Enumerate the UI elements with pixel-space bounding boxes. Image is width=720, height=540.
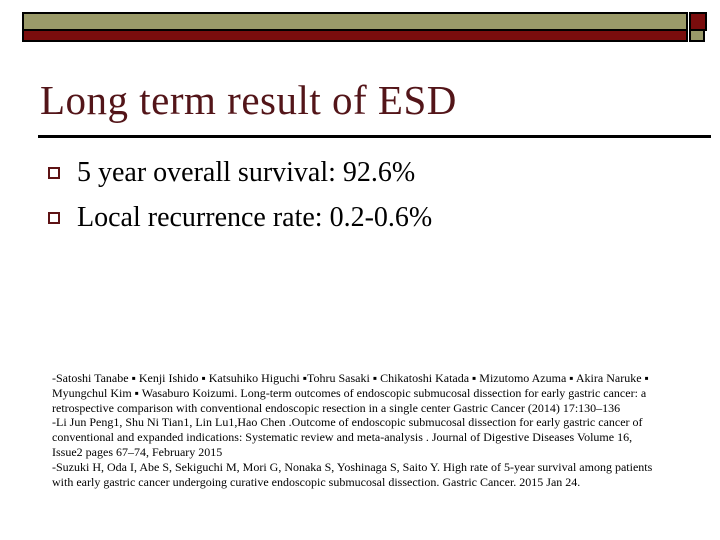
- header-red-bar: [22, 29, 688, 42]
- square-bullet-icon: [48, 211, 60, 224]
- citation-block: -Satoshi Tanabe ▪ Kenji Ishido ▪ Katsuhi…: [52, 371, 677, 489]
- bullet-text-overall-survival: 5 year overall survival: 92.6%: [77, 156, 416, 188]
- list-item: Local recurrence rate: 0.2-0.6%: [46, 195, 666, 240]
- citation-line: Issue2 pages 67–74, February 2015: [52, 444, 223, 459]
- list-item: 5 year overall survival: 92.6%: [46, 150, 666, 195]
- citation-line: retrospective comparison with convention…: [52, 400, 621, 415]
- citation-line: -Satoshi Tanabe ▪ Kenji Ishido ▪ Katsuhi…: [52, 371, 649, 385]
- citation-line: conventional and expanded indications: S…: [52, 430, 633, 445]
- bullet-text-local-recurrence: Local recurrence rate: 0.2-0.6%: [77, 201, 433, 233]
- citation-line: -Suzuki H, Oda I, Abe S, Sekiguchi M, Mo…: [52, 459, 653, 474]
- bullet-list: 5 year overall survival: 92.6% Local rec…: [46, 150, 666, 240]
- title-underline: [38, 135, 711, 138]
- citation-line: with early gastric cancer undergoing cur…: [52, 474, 581, 489]
- citation-line: -Li Jun Peng1, Shu Ni Tian1, Lin Lu1,Hao…: [52, 415, 643, 430]
- citation-line: Myungchul Kim ▪ Wasaburo Koizumi. Long-t…: [52, 385, 647, 400]
- slide-title: Long term result of ESD: [40, 77, 457, 123]
- square-bullet-icon: [48, 166, 60, 179]
- header-olive-square: [689, 29, 705, 42]
